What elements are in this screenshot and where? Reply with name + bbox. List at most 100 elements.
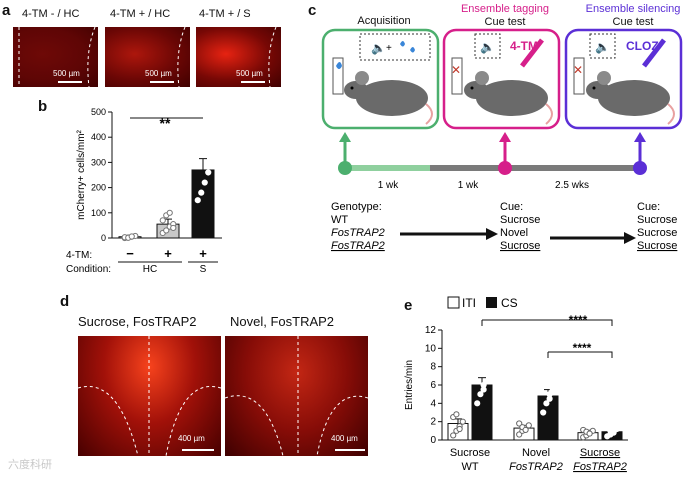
injection-syringe-icon bbox=[520, 38, 544, 68]
data-point bbox=[610, 429, 617, 436]
panel-a-title-2: 4-TM + / HC bbox=[110, 8, 171, 20]
data-point bbox=[474, 363, 481, 370]
tm-sign-2: + bbox=[164, 246, 172, 261]
y-tick-label: 400 bbox=[91, 132, 106, 142]
micrograph-a3: 500 µm bbox=[196, 27, 281, 87]
scale-label: 400 µm bbox=[331, 434, 358, 443]
panel-e-letter: e bbox=[404, 297, 413, 314]
y-tick-label: 8 bbox=[430, 362, 436, 373]
data-point bbox=[194, 159, 201, 166]
stage-2-drug-label: 4-TM bbox=[510, 39, 538, 53]
group-3-cue: Sucrose bbox=[580, 447, 620, 459]
data-point bbox=[194, 197, 201, 204]
data-point bbox=[543, 400, 550, 407]
y-tick-label: 300 bbox=[91, 157, 106, 167]
data-point bbox=[474, 400, 481, 407]
arrow-head-icon bbox=[486, 228, 498, 240]
cue-2-3: Sucrose bbox=[637, 240, 677, 252]
data-point bbox=[201, 141, 208, 148]
stage-3-drug-label: CLOZ bbox=[626, 39, 659, 53]
panel-d-letter: d bbox=[60, 293, 70, 310]
no-reward-icon: ✕ bbox=[573, 63, 583, 77]
cue-2-1: Sucrose bbox=[637, 214, 677, 226]
tm-sign-3: + bbox=[199, 246, 207, 261]
interval-2: 1 wk bbox=[458, 180, 480, 191]
condition-row-label: Condition: bbox=[66, 264, 111, 275]
data-point bbox=[543, 372, 550, 379]
group-2-genotype: FosTRAP2 bbox=[509, 461, 563, 473]
scale-bar bbox=[335, 449, 365, 451]
data-point bbox=[159, 217, 166, 224]
mouse-icon bbox=[464, 71, 553, 125]
stage-3-title: Ensemble silencing bbox=[586, 3, 681, 15]
stage-2-title: Ensemble tagging bbox=[461, 3, 549, 15]
y-tick-label: 4 bbox=[430, 398, 436, 409]
data-point bbox=[198, 146, 205, 153]
y-tick-label: 2 bbox=[430, 417, 436, 428]
data-point bbox=[205, 136, 212, 143]
micrograph-d2: 400 µm bbox=[225, 336, 368, 456]
tm-row-label: 4-TM: bbox=[66, 250, 92, 261]
data-point bbox=[453, 411, 460, 418]
cue-1-1: Sucrose bbox=[500, 214, 540, 226]
data-point bbox=[450, 432, 457, 439]
genotype-label: Genotype: bbox=[331, 201, 382, 213]
panel-a-title-1: 4-TM - / HC bbox=[22, 8, 80, 20]
scale-bar bbox=[182, 449, 214, 451]
timeline bbox=[338, 132, 647, 175]
data-point bbox=[201, 179, 208, 186]
scale-label: 500 µm bbox=[236, 69, 263, 78]
panel-d-title-2: Novel, FosTRAP2 bbox=[230, 314, 335, 329]
panel-b-chart: 0 100 200 300 400 500 mCherry+ cells/mm² ** 4-… bbox=[66, 107, 222, 275]
condition-s: S bbox=[200, 264, 207, 275]
legend: ITI CS bbox=[447, 296, 518, 310]
watermark: 六度科研 bbox=[8, 459, 52, 471]
micrograph-a2: 500 µm bbox=[105, 27, 190, 87]
stage-3-subtitle: Cue test bbox=[613, 16, 654, 28]
data-point bbox=[166, 209, 173, 216]
data-point bbox=[170, 224, 177, 232]
y-axis-label: mCherry+ cells/mm² bbox=[76, 129, 87, 219]
mouse-icon bbox=[344, 71, 433, 125]
cue-1-2: Novel bbox=[500, 227, 528, 239]
legend-swatch-iti bbox=[447, 296, 460, 309]
data-point bbox=[163, 227, 170, 234]
data-point bbox=[483, 368, 490, 375]
tm-sign-1: − bbox=[126, 246, 134, 261]
no-reward-icon: ✕ bbox=[451, 63, 461, 77]
interval-1: 1 wk bbox=[378, 180, 400, 191]
data-point bbox=[586, 430, 593, 437]
scale-label: 400 µm bbox=[178, 434, 205, 443]
micrograph-d1: 400 µm bbox=[78, 336, 221, 456]
genotype-1: WT bbox=[331, 214, 348, 226]
cue-2-2: Sucrose bbox=[637, 227, 677, 239]
scale-label: 500 µm bbox=[145, 69, 172, 78]
panel-a-title-3: 4-TM + / S bbox=[199, 8, 251, 20]
cue-label-1: Cue: bbox=[500, 201, 523, 213]
genotype-3: FosTRAP2 bbox=[331, 240, 385, 252]
stage-1-title: Acquisition bbox=[357, 15, 410, 27]
tissue-outline bbox=[177, 27, 186, 87]
panel-e-chart: ITI CS 0 2 4 6 8 10 12 Entries/min **** **** Su… bbox=[404, 296, 628, 473]
group-1-genotype: WT bbox=[461, 461, 478, 473]
scale-bar bbox=[58, 81, 82, 83]
y-tick-label: 100 bbox=[91, 208, 106, 218]
data-point bbox=[480, 386, 487, 393]
panel-c-letter: c bbox=[308, 2, 317, 19]
data-point bbox=[525, 422, 532, 429]
svg-text:+: + bbox=[386, 43, 392, 54]
micrograph-a1: 500 µm bbox=[13, 27, 98, 87]
data-point bbox=[540, 409, 547, 416]
boundary-line bbox=[87, 27, 96, 87]
data-point bbox=[205, 169, 212, 176]
y-tick-label: 200 bbox=[91, 183, 106, 193]
mouse-icon bbox=[586, 71, 675, 125]
group-2-cue: Novel bbox=[522, 447, 550, 459]
legend-iti: ITI bbox=[462, 296, 476, 310]
fluorescence-texture bbox=[196, 27, 281, 87]
arrow-head-icon bbox=[624, 232, 636, 244]
cue-label-2: Cue: bbox=[637, 201, 660, 213]
scale-bar bbox=[241, 81, 265, 83]
tissue-outline bbox=[78, 336, 221, 456]
y-tick-label: 500 bbox=[91, 107, 106, 117]
